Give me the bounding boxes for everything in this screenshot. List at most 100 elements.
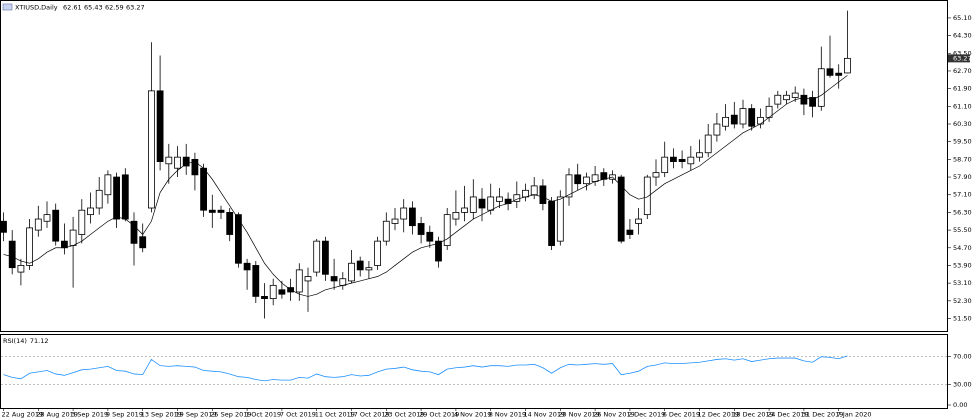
- candle-body: [522, 189, 529, 198]
- candle-body: [757, 116, 764, 125]
- candle-body: [78, 209, 86, 235]
- candle-body: [113, 176, 120, 220]
- y-tick-label: 55.50: [953, 226, 972, 234]
- x-tick-label: 18 Dec 2019: [732, 411, 774, 419]
- candle-body: [530, 185, 538, 196]
- symbol-icon: [2, 3, 13, 11]
- candle-body: [469, 196, 477, 213]
- y-tick-label: 57.90: [953, 173, 972, 181]
- price-label: 63.27: [953, 54, 972, 62]
- chart-title: XTIUSD,Daily: [15, 4, 58, 12]
- y-tick-label: 0.00: [953, 401, 967, 409]
- candle-body: [374, 240, 382, 266]
- candle-body: [574, 174, 582, 185]
- candle-body: [278, 289, 286, 295]
- candle-body: [548, 200, 555, 246]
- x-tick-label: 6 Dec 2019: [663, 411, 700, 419]
- candle-body: [844, 57, 851, 74]
- y-tick-label: 70.00: [953, 353, 972, 361]
- x-tick-label: 11 Oct 2019: [315, 411, 355, 419]
- x-tick-label: 26 Nov 2019: [593, 411, 635, 419]
- candle-body: [252, 265, 260, 297]
- candle-body: [730, 114, 738, 125]
- candle-body: [443, 214, 451, 246]
- x-tick-label: 25 Sep 2019: [210, 411, 251, 419]
- candle-body: [295, 269, 303, 293]
- candle-body: [748, 108, 756, 127]
- candle-body: [304, 276, 312, 282]
- y-tick-label: 56.30: [953, 208, 972, 216]
- candle-body: [826, 68, 834, 76]
- candle-body: [26, 227, 34, 266]
- header-value: 62.59: [105, 4, 124, 12]
- candle-body: [617, 176, 625, 242]
- candle-body: [365, 267, 373, 271]
- candle-body: [313, 240, 321, 273]
- x-tick-label: 17 Oct 2019: [350, 411, 390, 419]
- x-tick-label: 4 Nov 2019: [454, 411, 492, 419]
- candle-body: [461, 207, 469, 213]
- candle-body: [696, 152, 703, 158]
- header-value: 62.61: [63, 4, 82, 12]
- candle-body: [217, 209, 225, 213]
- y-tick-label: 62.70: [953, 67, 972, 75]
- candle-body: [87, 207, 94, 216]
- y-tick-label: 57.10: [953, 191, 972, 199]
- x-tick-label: 14 Nov 2019: [524, 411, 566, 419]
- x-tick-label: 9 Sep 2019: [106, 411, 143, 419]
- candle-body: [774, 94, 782, 105]
- candle-body: [713, 123, 721, 136]
- candle-body: [261, 296, 268, 300]
- candle-body: [0, 220, 7, 233]
- x-tick-label: 1 Oct 2019: [245, 411, 281, 419]
- candle-body: [191, 158, 199, 176]
- y-tick-label: 30.00: [953, 380, 972, 388]
- x-tick-label: 19 Sep 2019: [176, 411, 217, 419]
- candle-body: [269, 284, 277, 300]
- y-tick-label: 53.10: [953, 279, 972, 287]
- y-tick-label: 58.70: [953, 155, 972, 163]
- candle-body: [452, 212, 460, 220]
- candle-body: [487, 196, 495, 211]
- y-tick-label: 65.10: [953, 14, 972, 22]
- candle-body: [174, 156, 181, 169]
- x-tick-label: 3 Sep 2019: [71, 411, 108, 419]
- moving-average: [3, 75, 848, 297]
- candle-body: [635, 218, 642, 224]
- candle-body: [321, 240, 329, 275]
- rsi-line: [3, 355, 848, 382]
- x-tick-label: 31 Dec 2019: [802, 411, 844, 419]
- candle-body: [426, 231, 434, 242]
- candle-body: [52, 209, 60, 242]
- x-tick-label: 7 Oct 2019: [280, 411, 316, 419]
- x-tick-label: 28 Aug 2019: [36, 411, 78, 419]
- candle-body: [400, 207, 408, 220]
- header-value: 63.27: [126, 4, 145, 12]
- candle-body: [408, 207, 416, 227]
- candle-body: [643, 176, 651, 216]
- candle-body: [600, 172, 608, 180]
- candle-body: [208, 209, 216, 213]
- candle-body: [435, 240, 442, 262]
- rsi-pane: [0, 334, 948, 409]
- y-tick-label: 63.50: [953, 49, 972, 57]
- x-tick-label: 23 Oct 2019: [384, 411, 424, 419]
- candle-body: [165, 156, 173, 165]
- candle-body: [800, 94, 808, 105]
- y-tick-label: 54.70: [953, 244, 972, 252]
- candle-body: [661, 156, 669, 174]
- candle-body: [565, 174, 573, 198]
- candle-body: [356, 260, 364, 271]
- x-tick-label: 24 Dec 2019: [767, 411, 809, 419]
- candle-body: [722, 116, 729, 127]
- y-tick-label: 61.90: [953, 85, 972, 93]
- x-tick-label: 20 Nov 2019: [558, 411, 600, 419]
- x-tick-label: 7 Jan 2020: [837, 411, 872, 419]
- candle-body: [652, 172, 660, 178]
- x-tick-label: 2 Dec 2019: [628, 411, 665, 419]
- y-tick-label: 53.90: [953, 261, 972, 269]
- candle-body: [783, 94, 790, 101]
- price-box: [948, 54, 970, 63]
- candle-body: [339, 278, 347, 286]
